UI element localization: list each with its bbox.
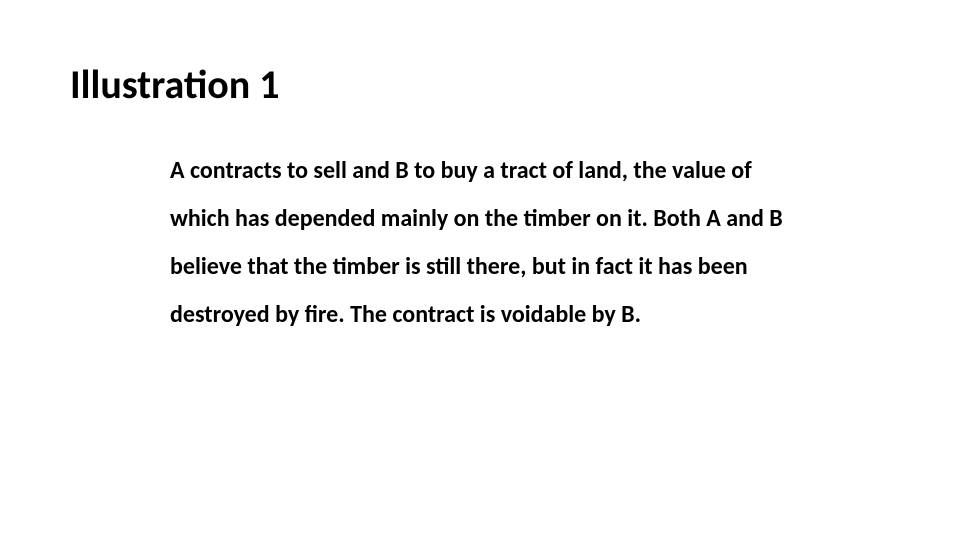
body-block: A contracts to sell and B to buy a tract…: [170, 147, 810, 339]
slide: Illustration 1 A contracts to sell and B…: [0, 0, 960, 540]
body-text: A contracts to sell and B to buy a tract…: [170, 147, 810, 339]
slide-title: Illustration 1: [70, 60, 890, 109]
